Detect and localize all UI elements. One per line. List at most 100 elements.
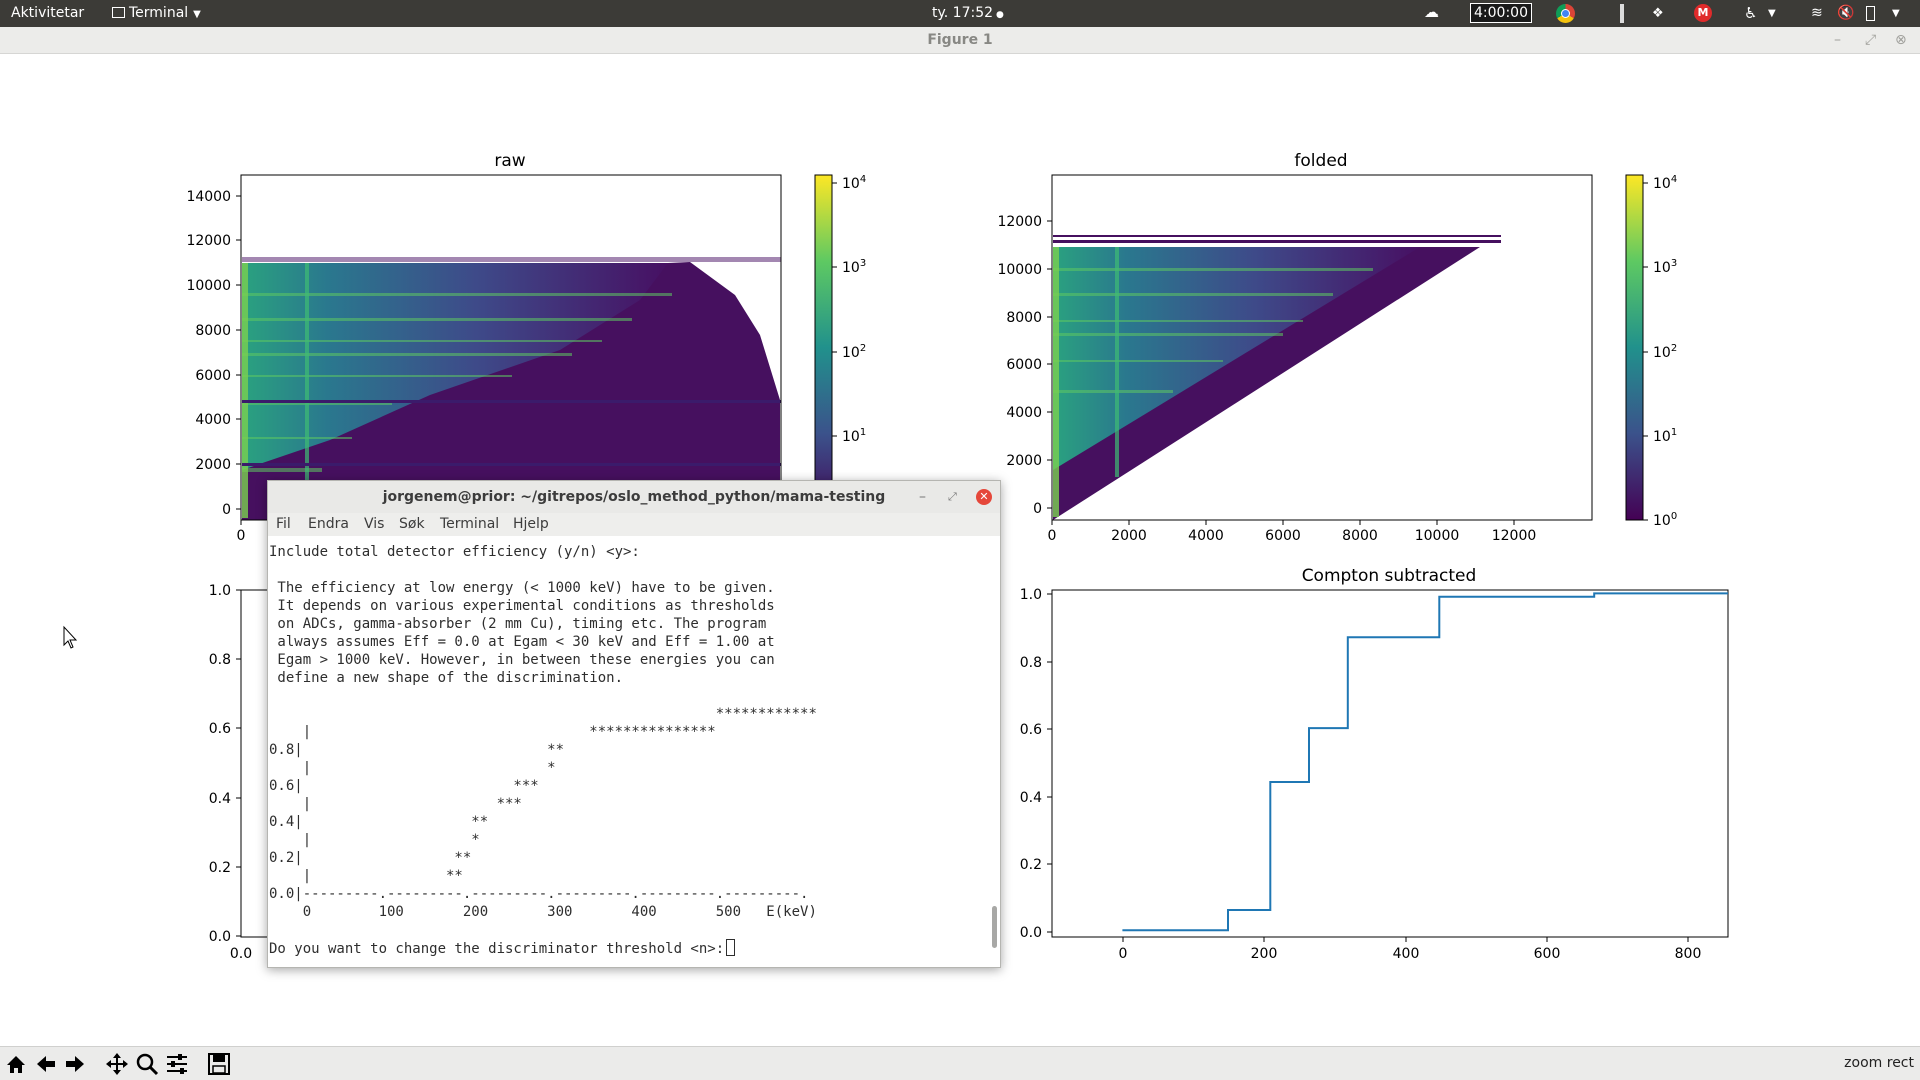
folded-colorbar: 100 101 102 103 104 [1625, 174, 1677, 529]
mail-icon[interactable]: M [1694, 4, 1712, 22]
raw-xtick-label: 0 [237, 528, 246, 544]
forward-icon[interactable] [63, 1052, 87, 1076]
folded-yticks: 0 2000 4000 6000 8000 10000 12000 [997, 214, 1052, 517]
terminal-menubar: Fil Endra Vis Søk Terminal Hjelp [268, 513, 1000, 536]
terminal-line: 0.0|---------.---------.---------.------… [269, 886, 809, 902]
menu-terminal[interactable]: Terminal [440, 516, 500, 532]
colorbar-tick-label: 103 [1653, 258, 1677, 276]
menu-sok[interactable]: Søk [399, 516, 425, 532]
menu-fil[interactable]: Fil [276, 516, 291, 532]
folded-xticks: 0 2000 4000 6000 8000 10000 12000 [1048, 520, 1537, 544]
compton-line [1122, 592, 1728, 932]
minimize-icon[interactable]: – [919, 489, 926, 505]
raw-ytick-label: 8000 [195, 323, 231, 339]
terminal-line: 0.4| ** [269, 814, 489, 830]
app-menu[interactable]: Terminal ▼ [112, 4, 201, 24]
home-icon[interactable] [4, 1052, 28, 1076]
raw-ytick-label: 12000 [186, 233, 231, 249]
folded-ytick-label: 10000 [997, 262, 1042, 278]
pan-icon[interactable] [105, 1052, 129, 1076]
terminal-line: | *************** [269, 724, 716, 740]
eff-ytick-label: 0.0 [209, 929, 231, 945]
chevron-down-icon[interactable]: ▼ [1768, 8, 1776, 19]
menu-hjelp[interactable]: Hjelp [513, 516, 549, 532]
weather-icon[interactable]: ☁ [1424, 3, 1439, 21]
folded-xtick-label: 10000 [1415, 528, 1460, 544]
terminal-prompt: Do you want to change the discriminator … [269, 941, 725, 957]
folded-xtick-label: 4000 [1188, 528, 1224, 544]
terminal-line: | *** [269, 796, 522, 812]
folded-ytick-label: 12000 [997, 214, 1042, 230]
eff-ytick-label: 0.6 [209, 721, 231, 737]
colorbar-tick-label: 104 [1653, 174, 1677, 192]
system-menu-chevron-icon[interactable]: ▼ [1892, 8, 1900, 19]
terminal-prompt-line: Do you want to change the discriminator … [269, 939, 736, 958]
terminal-line: | * [269, 760, 556, 776]
compton-plot: Compton subtracted 0.0 0.2 0.4 0.6 0.8 1… [1020, 566, 1729, 962]
zoom-icon[interactable] [135, 1052, 159, 1076]
terminal-line: It depends on various experimental condi… [269, 598, 775, 614]
terminal-window[interactable]: jorgenem@prior: ~/gitrepos/oslo_method_p… [267, 480, 1001, 968]
eff-ytick-label: 0.8 [209, 652, 231, 668]
terminal-line: 0.8| ** [269, 742, 565, 758]
raw-colorbar: 101 102 103 104 [814, 174, 866, 521]
menu-vis[interactable]: Vis [364, 516, 385, 532]
folded-plot: folded 0 2000 4000 6000 8000 1000 [997, 151, 1593, 544]
raw-ytick-label: 14000 [186, 189, 231, 205]
efficiency-plot: 0.0 0.2 0.4 0.6 0.8 1.0 0.0 [209, 583, 282, 962]
maximize-icon[interactable]: ⤢ [948, 490, 957, 503]
configure-subplots-icon[interactable] [165, 1052, 189, 1076]
terminal-line: The efficiency at low energy (< 1000 keV… [269, 580, 775, 596]
accessibility-icon[interactable]: ♿ [1744, 4, 1758, 22]
raw-plot: raw 0 2000 4000 6000 80 [186, 151, 782, 544]
dropbox-icon[interactable]: ❖ [1652, 6, 1664, 21]
folded-xtick-label: 12000 [1492, 528, 1537, 544]
figure-window-titlebar: Figure 1 – ⤢ ⊗ [0, 27, 1920, 54]
back-icon[interactable] [34, 1052, 58, 1076]
terminal-line: | * [269, 832, 480, 848]
battery-icon[interactable] [1866, 6, 1875, 21]
system-top-bar: Aktivitetar Terminal ▼ ty. 17:52 ● ☁ 4:00:… [0, 0, 1920, 27]
terminal-line: define a new shape of the discrimination… [269, 670, 624, 686]
terminal-line: on ADCs, gamma-absorber (2 mm Cu), timin… [269, 616, 767, 632]
terminal-line: Include total detector efficiency (y/n) … [269, 544, 640, 560]
compton-xtick-label: 400 [1393, 946, 1420, 962]
chrome-icon[interactable] [1556, 4, 1575, 23]
indicator-icon[interactable] [1620, 4, 1624, 23]
close-icon[interactable]: ⊗ [1895, 32, 1907, 48]
compton-ytick-label: 0.0 [1020, 925, 1042, 941]
terminal-line: ************ [269, 706, 817, 722]
folded-ytick-label: 8000 [1006, 310, 1042, 326]
volume-icon[interactable]: 🔇 [1837, 5, 1855, 21]
close-icon[interactable]: ✕ [976, 489, 992, 505]
compton-ytick-label: 0.2 [1020, 857, 1042, 873]
timer[interactable]: 4:00:00 [1470, 3, 1532, 23]
matplotlib-toolbar: zoom rect [0, 1046, 1920, 1080]
notification-dot-icon: ● [996, 10, 1004, 20]
colorbar-tick-label: 103 [842, 258, 866, 276]
compton-xtick-label: 0 [1119, 946, 1128, 962]
terminal-scrollbar[interactable] [992, 906, 997, 948]
minimize-icon[interactable]: – [1834, 32, 1841, 48]
menu-endra[interactable]: Endra [308, 516, 349, 532]
clock[interactable]: ty. 17:52 ● [932, 4, 1004, 25]
figure-svg: raw 0 2000 4000 6000 80 [63, 151, 1729, 962]
colorbar-tick-label: 101 [842, 427, 866, 445]
terminal-cursor[interactable] [726, 939, 736, 956]
activities-button[interactable]: Aktivitetar [11, 5, 85, 21]
folded-title: folded [1294, 151, 1347, 171]
folded-xtick-label: 8000 [1342, 528, 1378, 544]
terminal-output[interactable]: Include total detector efficiency (y/n) … [268, 536, 1002, 968]
wifi-icon[interactable]: ≋ [1811, 5, 1823, 21]
save-icon[interactable] [207, 1052, 231, 1076]
folded-xtick-label: 2000 [1111, 528, 1147, 544]
raw-heatmap [242, 257, 781, 520]
terminal-line: always assumes Eff = 0.0 at Egam < 30 ke… [269, 634, 775, 650]
raw-ytick-label: 2000 [195, 457, 231, 473]
compton-ytick-label: 0.6 [1020, 722, 1042, 738]
compton-series-line [1122, 592, 1728, 932]
maximize-icon[interactable]: ⤢ [1865, 32, 1877, 48]
compton-ytick-label: 0.8 [1020, 655, 1042, 671]
terminal-titlebar[interactable]: jorgenem@prior: ~/gitrepos/oslo_method_p… [268, 481, 1000, 513]
raw-title: raw [494, 151, 525, 171]
